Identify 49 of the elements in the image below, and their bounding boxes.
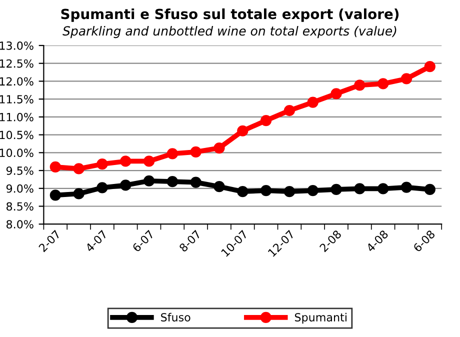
legend-label: Spumanti — [294, 312, 346, 324]
y-tick-label: 11.0% — [0, 112, 34, 122]
point — [330, 184, 342, 196]
point — [378, 183, 389, 194]
legend-label: Sfuso — [161, 312, 190, 322]
point — [307, 184, 318, 196]
y-tick-label: 12.0% — [0, 77, 34, 86]
point — [237, 186, 248, 198]
point — [166, 176, 178, 188]
point — [143, 156, 155, 167]
y-tick-label: 13.0% — [0, 41, 34, 50]
point — [214, 181, 225, 192]
point — [400, 73, 412, 84]
point — [143, 175, 155, 186]
y-tick-label: 10.0% — [0, 148, 34, 158]
point — [190, 146, 202, 158]
y-tick-label: 11.5% — [0, 95, 34, 104]
point — [73, 163, 84, 174]
point — [284, 186, 296, 198]
y-tick-label: 8.5% — [6, 202, 34, 211]
point — [96, 158, 108, 170]
point — [424, 61, 436, 72]
point — [400, 182, 412, 193]
point — [166, 148, 178, 160]
y-tick-label: 10.5% — [0, 130, 34, 140]
y-tick-label: 9.5% — [6, 166, 34, 175]
point — [237, 125, 248, 136]
point — [354, 80, 366, 91]
point — [330, 88, 342, 100]
point — [120, 180, 132, 191]
chart-subtitle: Sparkling and unbottled wine on total exports (value) — [62, 26, 396, 38]
point — [120, 156, 132, 167]
point — [73, 188, 84, 200]
y-tick-label: 12.5% — [0, 59, 34, 68]
y-tick-label: 8.0% — [6, 220, 34, 228]
point — [354, 183, 366, 194]
point — [50, 161, 61, 173]
point — [50, 190, 61, 201]
point — [378, 78, 389, 90]
chart-title: Spumanti e Sfuso sul totale export (valore) — [61, 8, 399, 22]
point — [190, 176, 202, 188]
y-tick-label: 9.0% — [6, 184, 34, 193]
point — [284, 104, 296, 116]
point — [260, 184, 272, 196]
point — [96, 182, 108, 194]
point — [307, 96, 318, 108]
point — [214, 142, 225, 154]
point — [260, 114, 272, 126]
point — [424, 184, 436, 196]
